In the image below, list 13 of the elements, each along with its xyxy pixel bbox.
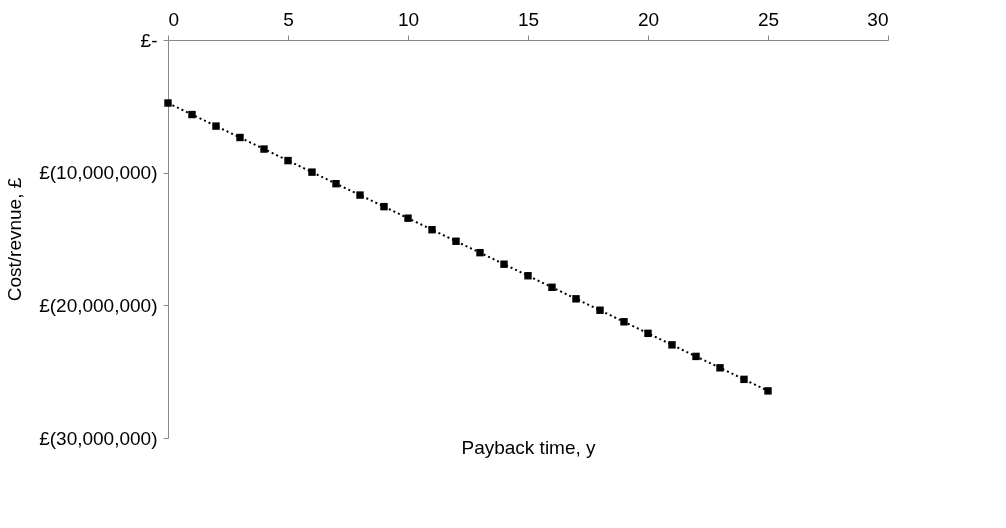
y-tick-label: £(30,000,000) [39,427,158,449]
x-tick-label: 15 [517,8,540,30]
y-tick-label: £(20,000,000) [39,294,158,316]
x-tick-label: 10 [397,8,420,30]
x-tick-label: 30 [867,8,889,30]
x-tick-label: 5 [283,8,294,30]
y-axis-title: Cost/revnue, £ [4,177,26,302]
x-tick-label: 25 [757,8,780,30]
y-tick-label: £(10,000,000) [39,162,158,184]
x-axis-title: Payback time, y [461,436,597,458]
y-tick-label: £- [140,29,158,51]
x-tick-label: 0 [168,8,180,30]
x-tick-label: 20 [637,8,660,30]
